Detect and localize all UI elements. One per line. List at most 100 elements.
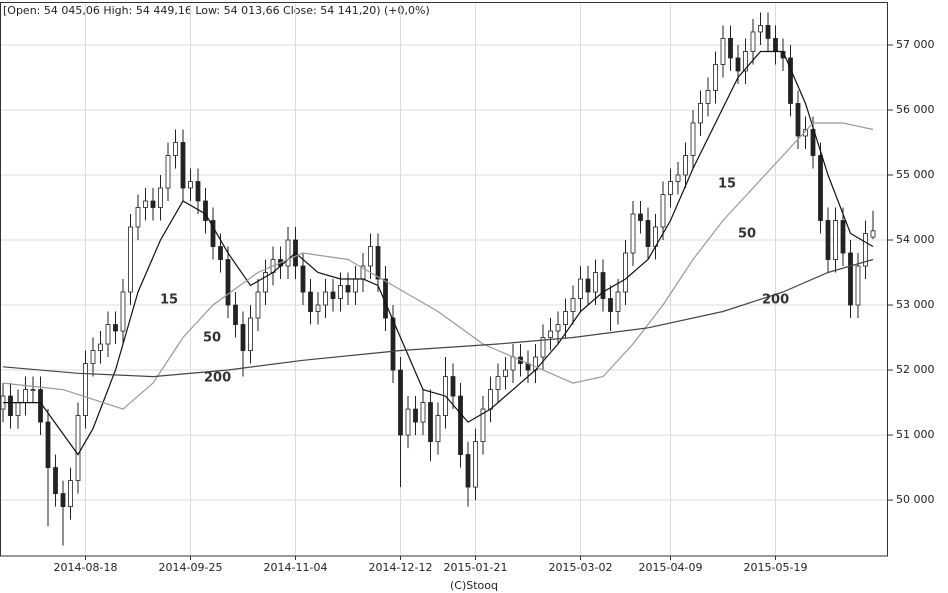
y-tick-label: 54 000	[896, 233, 935, 246]
candle-body	[285, 239, 291, 267]
candle-body	[743, 51, 748, 72]
candle-body	[240, 324, 246, 351]
candle-body	[113, 324, 118, 332]
candle-body	[465, 454, 471, 488]
x-tick-label: 2015-03-02	[549, 561, 613, 574]
candle-body	[135, 207, 141, 228]
candle-body	[165, 155, 171, 189]
candle-body	[765, 25, 771, 39]
candle-body	[30, 389, 36, 391]
candle-body	[263, 272, 268, 293]
candle-body	[473, 441, 478, 488]
candle-body	[68, 480, 73, 507]
candle-body	[38, 389, 43, 423]
candle-body	[668, 181, 673, 195]
candle-body	[330, 291, 336, 299]
candle-body	[585, 278, 591, 293]
moving-average-label: 200	[762, 293, 789, 308]
x-tick-label: 2014-11-04	[264, 561, 328, 574]
candle-body	[23, 389, 28, 403]
candle-body	[8, 395, 13, 416]
candle-body	[15, 402, 21, 416]
candle-body	[570, 298, 576, 312]
candle-body	[255, 291, 261, 319]
candle-body	[60, 493, 66, 507]
candle-body	[105, 324, 111, 345]
candle-body	[705, 90, 711, 104]
candle-body	[863, 233, 868, 267]
x-tick-label: 2014-12-12	[369, 561, 433, 574]
y-tick-label: 53 000	[896, 298, 935, 311]
candle-body	[45, 421, 51, 468]
y-tick-label: 57 000	[896, 38, 935, 51]
candle-body	[690, 122, 696, 156]
candle-body	[83, 363, 88, 416]
candle-body	[833, 220, 838, 260]
candle-body	[488, 389, 493, 410]
candle-body	[180, 142, 186, 189]
candle-body	[675, 174, 681, 182]
ohlc-header: [Open: 54 045,06 High: 54 449,16 Low: 54…	[3, 4, 430, 17]
candle-body	[210, 220, 216, 247]
x-tick-label: 2014-09-25	[159, 561, 223, 574]
candle-body	[143, 200, 148, 208]
candle-body	[248, 317, 253, 351]
candle-body	[150, 200, 156, 208]
plot-frame	[0, 2, 888, 557]
candle-body	[428, 402, 433, 442]
candle-body	[615, 291, 621, 312]
candle-body	[323, 291, 328, 306]
candle-body	[788, 57, 793, 104]
candle-body	[795, 103, 801, 137]
moving-average-label: 15	[718, 177, 736, 192]
candle-body	[173, 142, 178, 156]
candle-body	[720, 38, 726, 65]
candle-body	[578, 278, 583, 299]
candle-body	[435, 415, 441, 442]
candle-body	[638, 213, 643, 221]
candle-body	[510, 356, 516, 371]
y-tick-label: 52 000	[896, 363, 935, 376]
x-tick-label: 2015-04-09	[639, 561, 703, 574]
y-tick-label: 50 000	[896, 493, 935, 506]
candle-body	[53, 467, 58, 494]
candle-body	[233, 304, 238, 325]
y-tick-label: 51 000	[896, 428, 935, 441]
candle-body	[870, 230, 876, 238]
candle-body	[593, 272, 598, 293]
moving-average-label: 200	[204, 371, 231, 386]
candle-body	[735, 57, 741, 72]
y-tick-label: 55 000	[896, 168, 935, 181]
x-tick-label: 2015-05-19	[744, 561, 808, 574]
candle-body	[683, 155, 688, 176]
candle-body	[315, 304, 321, 312]
candle-body	[563, 311, 568, 325]
candle-body	[855, 265, 861, 306]
candle-body	[728, 38, 733, 59]
candle-body	[450, 376, 456, 397]
candle-body	[825, 220, 831, 260]
candle-body	[758, 25, 763, 33]
candle-body	[390, 317, 396, 371]
x-tick-label: 2015-01-21	[444, 561, 508, 574]
candle-body	[158, 187, 163, 208]
candle-body	[195, 181, 201, 202]
candle-body	[555, 324, 561, 332]
footer: (C)Stooq	[450, 579, 498, 592]
candle-body	[375, 246, 381, 280]
candle-body	[548, 330, 553, 338]
candle-body	[750, 31, 756, 52]
candle-body	[353, 278, 358, 293]
candle-body	[600, 272, 606, 299]
candle-body	[128, 226, 133, 293]
candle-body	[773, 38, 778, 52]
y-tick-label: 56 000	[896, 103, 935, 116]
candle-body	[308, 291, 313, 312]
candle-body	[90, 350, 96, 364]
candle-body	[698, 103, 703, 124]
candle-body	[188, 181, 193, 189]
candle-body	[480, 408, 486, 442]
candle-body	[608, 298, 613, 312]
